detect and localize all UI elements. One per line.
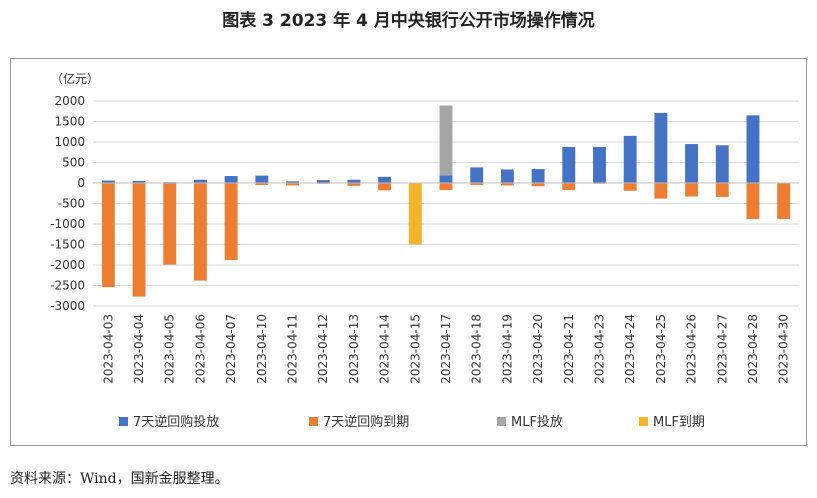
bar <box>286 181 299 183</box>
x-tick-label: 2023-04-15 <box>408 314 422 384</box>
x-tick-label: 2023-04-27 <box>715 314 729 384</box>
bar <box>470 183 484 186</box>
y-tick-label: -1500 <box>50 238 85 252</box>
x-tick-label: 2023-04-25 <box>654 314 668 384</box>
y-axis-unit-label: （亿元） <box>51 71 99 86</box>
bar <box>224 183 238 261</box>
x-tick-label: 2023-04-21 <box>562 314 576 384</box>
bar <box>286 183 299 186</box>
bar <box>132 183 146 297</box>
bar <box>193 179 207 183</box>
x-tick-label: 2023-04-18 <box>470 314 484 384</box>
bar <box>470 167 484 183</box>
bar <box>193 183 207 281</box>
x-tick-label: 2023-04-07 <box>224 314 238 384</box>
bar <box>255 183 269 186</box>
bar <box>623 183 637 191</box>
bar <box>654 112 668 183</box>
bar <box>316 180 330 183</box>
bar <box>224 176 238 183</box>
bar <box>378 176 392 183</box>
bar <box>439 183 453 190</box>
bar <box>562 146 576 183</box>
bar <box>132 180 146 183</box>
x-tick-label: 2023-04-13 <box>347 314 361 384</box>
x-tick-label: 2023-04-06 <box>193 314 207 384</box>
y-tick-label: 1500 <box>54 115 85 129</box>
y-tick-label: 500 <box>62 156 85 170</box>
bar <box>439 105 453 176</box>
legend-swatch <box>119 417 128 426</box>
x-tick-label: 2023-04-11 <box>286 314 300 384</box>
legend-label: MLF投放 <box>511 414 563 430</box>
legend-label: MLF到期 <box>653 415 705 430</box>
bar <box>685 144 699 183</box>
bar <box>255 175 269 183</box>
bar <box>685 183 699 197</box>
legend-swatch <box>497 417 506 426</box>
chart-frame: （亿元） 2000 1500 1000 500 0 -500 -1000 -1500 -2000 -… <box>10 58 807 446</box>
x-tick-label: 2023-04-17 <box>439 314 453 384</box>
bar <box>101 180 115 183</box>
x-tick-label: 2023-04-03 <box>101 314 115 384</box>
legend-swatch <box>639 417 648 426</box>
bar <box>623 135 637 183</box>
x-tick-label: 2023-04-28 <box>746 314 760 384</box>
x-tick-label: 2023-04-20 <box>531 314 545 384</box>
bar <box>101 183 115 288</box>
bar <box>715 183 729 197</box>
bar <box>439 175 453 183</box>
x-tick-label: 2023-04-04 <box>132 314 146 384</box>
y-tick-label: -500 <box>58 197 85 211</box>
x-tick-label: 2023-04-23 <box>592 314 606 384</box>
x-tick-label: 2023-04-26 <box>685 314 699 384</box>
legend-label: 7天逆回购投放 <box>133 414 219 430</box>
x-tick-label: 2023-04-24 <box>623 314 637 384</box>
bar <box>500 169 514 183</box>
x-tick-label: 2023-04-05 <box>163 314 177 384</box>
source-note: 资料来源：Wind，国新金服整理。 <box>10 471 229 487</box>
bar <box>500 183 514 186</box>
legend-swatch <box>309 417 318 426</box>
y-tick-label: -3000 <box>50 299 85 313</box>
chart-svg: （亿元） 2000 1500 1000 500 0 -500 -1000 -1500 -2000 -… <box>50 71 799 430</box>
y-tick-label: -1000 <box>50 217 85 231</box>
bar <box>777 183 791 220</box>
bar <box>378 183 392 191</box>
x-tick-label: 2023-04-14 <box>378 314 392 384</box>
x-tick-label: 2023-04-19 <box>500 314 514 384</box>
bar <box>531 183 545 187</box>
bar <box>746 183 760 220</box>
y-tick-label: 0 <box>77 176 85 190</box>
y-tick-label: 2000 <box>54 94 85 108</box>
bar <box>408 183 422 245</box>
y-tick-label: 1000 <box>54 135 85 149</box>
bar <box>531 169 545 183</box>
bar <box>347 183 361 186</box>
x-tick-label: 2023-04-12 <box>316 314 330 384</box>
bar <box>593 146 606 183</box>
legend-label: 7天逆回购到期 <box>323 414 409 430</box>
bar <box>654 183 668 199</box>
chart-title: 图表 3 2023 年 4 月中央银行公开市场操作情况 <box>222 11 595 31</box>
bar <box>347 179 361 183</box>
bar <box>562 183 576 190</box>
y-tick-label: -2500 <box>50 279 85 293</box>
x-tick-label: 2023-04-10 <box>255 314 269 384</box>
x-tick-label: 2023-04-30 <box>777 314 791 384</box>
bar <box>746 115 760 183</box>
bar <box>715 145 729 183</box>
y-tick-label: -2000 <box>50 258 85 272</box>
bar <box>163 183 177 265</box>
